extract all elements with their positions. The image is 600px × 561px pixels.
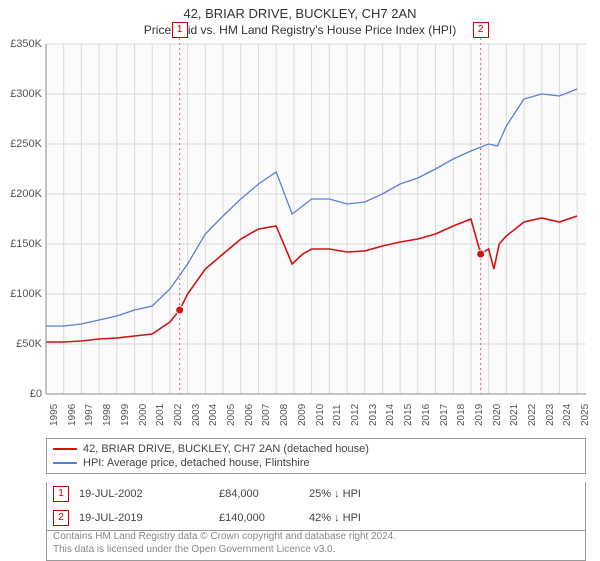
x-tick-label: 2016 bbox=[421, 404, 432, 426]
x-tick-label: 1996 bbox=[67, 404, 78, 426]
x-tick-label: 2012 bbox=[350, 404, 361, 426]
x-tick-label: 2020 bbox=[492, 404, 503, 426]
x-tick-label: 2010 bbox=[315, 404, 326, 426]
chart-svg bbox=[46, 44, 586, 394]
x-tick-label: 2006 bbox=[244, 404, 255, 426]
sales-row-1: 1 19-JUL-2002 £84,000 25% ↓ HPI bbox=[47, 482, 585, 506]
sale-marker-number: 1 bbox=[172, 22, 188, 38]
legend-row-address: 42, BRIAR DRIVE, BUCKLEY, CH7 2AN (detac… bbox=[53, 443, 579, 455]
legend-swatch-address bbox=[53, 448, 77, 450]
y-tick-label: £0 bbox=[0, 388, 42, 400]
x-tick-label: 2007 bbox=[261, 404, 272, 426]
y-tick-label: £50K bbox=[0, 338, 42, 350]
sales-panel: 1 19-JUL-2002 £84,000 25% ↓ HPI 2 19-JUL… bbox=[46, 482, 586, 531]
sale-marker-box-1: 1 bbox=[53, 486, 69, 502]
plot-background bbox=[46, 44, 586, 394]
x-tick-label: 2018 bbox=[456, 404, 467, 426]
footer-line-2: This data is licensed under the Open Gov… bbox=[53, 544, 579, 557]
x-tick-label: 2022 bbox=[527, 404, 538, 426]
sale-date-1: 19-JUL-2002 bbox=[79, 488, 209, 500]
chart-area bbox=[46, 44, 586, 394]
x-tick-label: 2025 bbox=[580, 404, 591, 426]
legend-panel: 42, BRIAR DRIVE, BUCKLEY, CH7 2AN (detac… bbox=[46, 438, 586, 474]
legend-label-address: 42, BRIAR DRIVE, BUCKLEY, CH7 2AN (detac… bbox=[83, 443, 369, 455]
x-tick-label: 2011 bbox=[332, 404, 343, 426]
x-tick-label: 2009 bbox=[297, 404, 308, 426]
price-chart-widget: 42, BRIAR DRIVE, BUCKLEY, CH7 2AN Price … bbox=[0, 0, 600, 560]
legend-swatch-hpi bbox=[53, 462, 77, 464]
x-tick-label: 1998 bbox=[102, 404, 113, 426]
y-tick-label: £200K bbox=[0, 188, 42, 200]
y-tick-label: £150K bbox=[0, 238, 42, 250]
footer-line-1: Contains HM Land Registry data © Crown c… bbox=[53, 531, 579, 544]
y-tick-label: £350K bbox=[0, 38, 42, 50]
x-tick-label: 2000 bbox=[138, 404, 149, 426]
sale-date-2: 19-JUL-2019 bbox=[79, 512, 209, 524]
sale-price-1: £84,000 bbox=[219, 488, 299, 500]
x-tick-label: 1997 bbox=[84, 404, 95, 426]
x-tick-label: 2004 bbox=[208, 404, 219, 426]
sale-marker-number: 2 bbox=[473, 22, 489, 38]
x-tick-label: 1999 bbox=[120, 404, 131, 426]
sale-hpi-diff-1: 25% ↓ HPI bbox=[309, 488, 429, 500]
x-tick-label: 2005 bbox=[226, 404, 237, 426]
x-tick-label: 2001 bbox=[155, 404, 166, 426]
sale-marker-box-2: 2 bbox=[53, 510, 69, 526]
chart-title: 42, BRIAR DRIVE, BUCKLEY, CH7 2AN bbox=[0, 0, 600, 21]
x-tick-label: 1995 bbox=[49, 404, 60, 426]
y-tick-label: £250K bbox=[0, 138, 42, 150]
x-tick-label: 2015 bbox=[403, 404, 414, 426]
x-tick-label: 2023 bbox=[545, 404, 556, 426]
chart-subtitle: Price paid vs. HM Land Registry's House … bbox=[0, 21, 600, 37]
y-tick-label: £100K bbox=[0, 288, 42, 300]
x-tick-label: 2002 bbox=[173, 404, 184, 426]
sales-row-2: 2 19-JUL-2019 £140,000 42% ↓ HPI bbox=[47, 506, 585, 530]
x-tick-label: 2024 bbox=[562, 404, 573, 426]
legend-label-hpi: HPI: Average price, detached house, Flin… bbox=[83, 457, 310, 469]
legend-row-hpi: HPI: Average price, detached house, Flin… bbox=[53, 457, 579, 469]
x-tick-label: 2003 bbox=[191, 404, 202, 426]
sale-price-2: £140,000 bbox=[219, 512, 299, 524]
x-tick-label: 2008 bbox=[279, 404, 290, 426]
sale-hpi-diff-2: 42% ↓ HPI bbox=[309, 512, 429, 524]
x-tick-label: 2021 bbox=[509, 404, 520, 426]
x-tick-label: 2019 bbox=[474, 404, 485, 426]
y-tick-label: £300K bbox=[0, 88, 42, 100]
x-tick-label: 2017 bbox=[439, 404, 450, 426]
footer-panel: Contains HM Land Registry data © Crown c… bbox=[46, 529, 586, 561]
x-tick-label: 2013 bbox=[368, 404, 379, 426]
x-tick-label: 2014 bbox=[385, 404, 396, 426]
